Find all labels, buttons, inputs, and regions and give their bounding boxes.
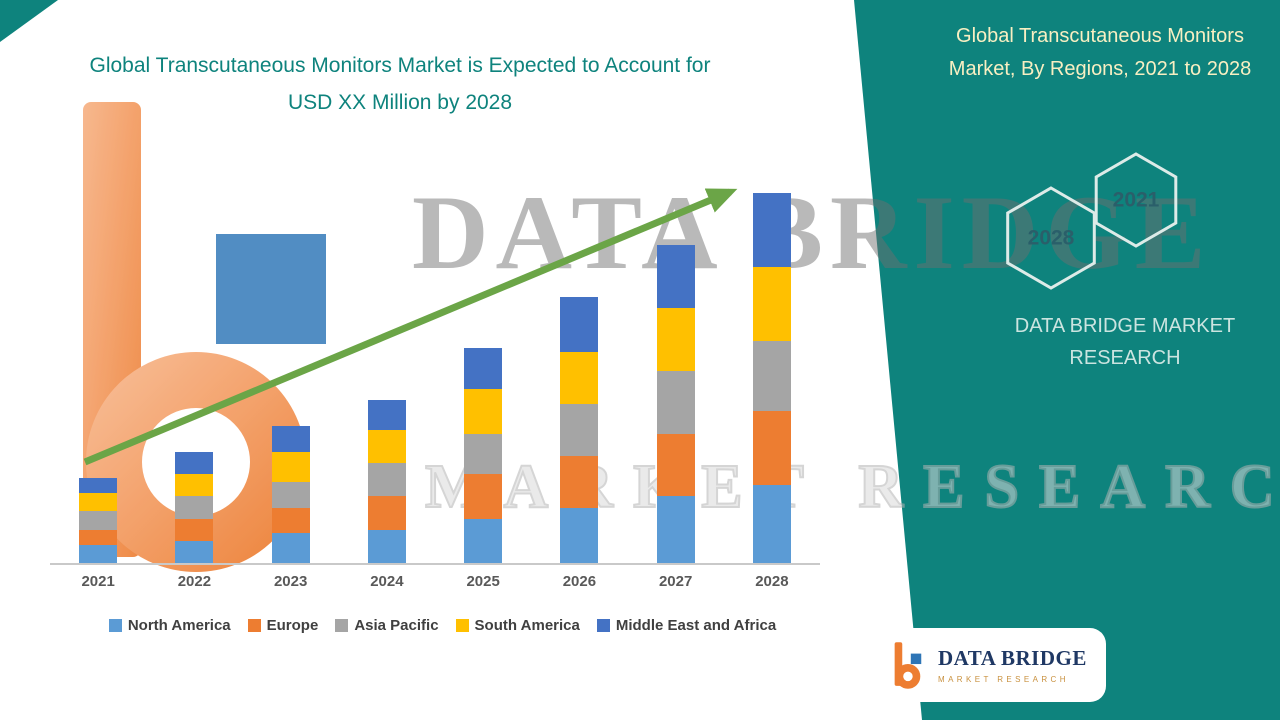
x-axis-label: 2026 <box>562 573 597 590</box>
bar-segment <box>367 400 406 430</box>
corner-triangle-decoration <box>0 0 58 42</box>
bar-segment <box>79 477 118 493</box>
hexagon-2028-outline-icon <box>1006 186 1096 290</box>
stacked-bar-2023 <box>271 426 310 563</box>
x-axis-label: 2023 <box>273 573 308 590</box>
bar-segment <box>656 307 695 371</box>
bar-segment <box>560 455 599 508</box>
bar-segment <box>560 296 599 353</box>
bar-segment <box>367 529 406 563</box>
stacked-bar-2026 <box>560 296 599 563</box>
legend-label: Asia Pacific <box>354 617 439 634</box>
chart-legend: North America Europe Asia Pacific South Ame… <box>55 617 830 634</box>
logo-card-subtitle: MARKET RESEARCH <box>938 675 1069 684</box>
legend-label: South America <box>474 617 580 634</box>
stacked-bar-2022 <box>175 452 214 563</box>
hexagon-2021-outline-icon <box>1094 152 1178 248</box>
bar-segment <box>656 433 695 497</box>
hexagon-year-2021: 2021 <box>1113 189 1160 212</box>
bar-segment <box>271 533 310 563</box>
x-axis-label: 2024 <box>370 573 404 590</box>
bar-segment <box>752 341 791 412</box>
legend-label: Middle East and Africa <box>615 617 777 634</box>
bar-segment <box>752 193 791 268</box>
bar-segment <box>79 492 118 512</box>
legend-label: Europe <box>266 617 319 634</box>
side-panel-brand-text: DATA BRIDGE MARKET RESEARCH <box>1014 315 1236 369</box>
x-axis-label: 2025 <box>466 573 500 590</box>
stacked-bar-2021 <box>79 477 118 563</box>
bar-cell <box>50 477 146 563</box>
bar-segment <box>367 496 406 530</box>
legend-label: North America <box>127 617 231 634</box>
legend-item: South America <box>455 617 580 634</box>
logo-card: DATA BRIDGE MARKET RESEARCH <box>872 628 1106 702</box>
x-axis-label: 2027 <box>658 573 693 590</box>
legend-item: Middle East and Africa <box>596 617 777 634</box>
bar-segment <box>656 244 695 308</box>
bar-segment <box>752 267 791 342</box>
stacked-bar-2028 <box>752 193 791 563</box>
legend-swatch-icon <box>455 619 469 632</box>
bar-segment <box>271 452 310 482</box>
bar-cell <box>339 400 435 563</box>
x-axis-label: 2021 <box>81 573 115 590</box>
bar-segment <box>367 429 406 464</box>
side-panel-title: Global Transcutaneous Monitors Market, B… <box>948 25 1252 80</box>
bar-segment <box>464 474 503 519</box>
legend-item: Asia Pacific <box>335 617 439 634</box>
bar-cell <box>724 193 820 563</box>
bar-segment <box>79 544 118 563</box>
bar-segment <box>175 518 214 541</box>
x-axis-labels: 2021 2022 2023 2024 2025 2026 2027 2028 <box>50 573 820 590</box>
legend-swatch-icon <box>247 619 261 632</box>
bar-cell <box>435 348 531 563</box>
bar-segment <box>175 452 214 475</box>
bar-cell <box>243 426 339 563</box>
stacked-bar-2025 <box>464 348 503 563</box>
bar-segment <box>560 403 599 456</box>
legend-item: North America <box>108 617 231 634</box>
legend-item: Europe <box>247 617 319 634</box>
stacked-bar-2027 <box>656 244 695 563</box>
x-axis-label: 2022 <box>177 573 212 590</box>
side-panel <box>854 0 1280 720</box>
data-bridge-logo-icon <box>894 642 922 689</box>
bar-segment <box>464 518 503 563</box>
legend-swatch-icon <box>108 619 122 632</box>
bar-segment <box>464 433 503 475</box>
bar-cell <box>531 296 627 563</box>
bar-cell <box>146 452 242 563</box>
bar-cell <box>628 244 724 563</box>
bar-segment <box>175 496 214 519</box>
bar-segment <box>79 511 118 530</box>
page-title: Global Transcutaneous Monitors Market is… <box>89 54 711 114</box>
bar-segment <box>752 485 791 563</box>
bar-segment <box>656 370 695 434</box>
year-hexagons: 2028 2021 <box>1006 152 1178 290</box>
bar-chart <box>50 168 820 565</box>
bar-segment <box>271 426 310 453</box>
legend-swatch-icon <box>335 619 349 632</box>
bar-segment <box>79 529 118 545</box>
bar-segment <box>464 348 503 390</box>
hexagon-year-2028: 2028 <box>1028 227 1075 250</box>
bar-segment <box>367 463 406 497</box>
bar-segment <box>271 507 310 534</box>
legend-swatch-icon <box>596 619 610 632</box>
logo-card-name: DATA BRIDGE <box>938 646 1087 670</box>
x-axis-label: 2028 <box>755 573 789 590</box>
bar-segment <box>560 507 599 563</box>
bar-segment <box>752 411 791 486</box>
bar-segment <box>560 352 599 404</box>
bar-segment <box>175 540 214 563</box>
bar-segment <box>175 474 214 497</box>
bar-segment <box>464 389 503 434</box>
stacked-bar-2024 <box>367 400 406 563</box>
bar-segment <box>271 481 310 508</box>
bar-segment <box>656 496 695 563</box>
